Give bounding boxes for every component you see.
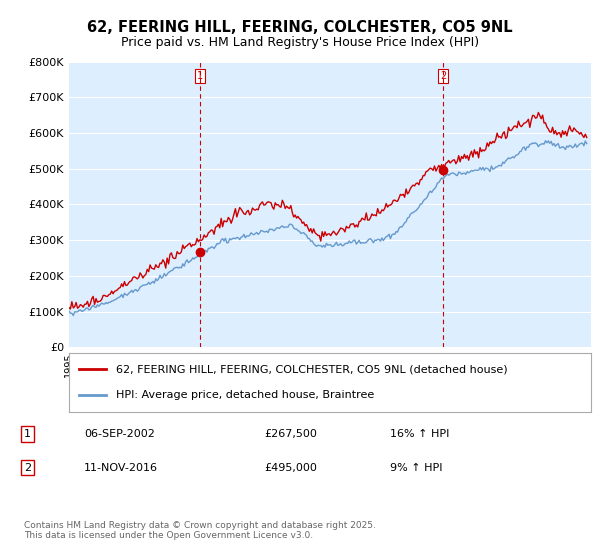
Text: 06-SEP-2002: 06-SEP-2002: [84, 429, 155, 439]
Text: 2: 2: [24, 463, 31, 473]
Text: Price paid vs. HM Land Registry's House Price Index (HPI): Price paid vs. HM Land Registry's House …: [121, 36, 479, 49]
Text: 1: 1: [24, 429, 31, 439]
Text: 16% ↑ HPI: 16% ↑ HPI: [390, 429, 449, 439]
Text: 11-NOV-2016: 11-NOV-2016: [84, 463, 158, 473]
Text: 9% ↑ HPI: 9% ↑ HPI: [390, 463, 443, 473]
Text: HPI: Average price, detached house, Braintree: HPI: Average price, detached house, Brai…: [116, 390, 374, 400]
Text: £267,500: £267,500: [264, 429, 317, 439]
Text: £495,000: £495,000: [264, 463, 317, 473]
Text: Contains HM Land Registry data © Crown copyright and database right 2025.
This d: Contains HM Land Registry data © Crown c…: [24, 521, 376, 540]
Text: 2: 2: [440, 71, 446, 81]
Text: 62, FEERING HILL, FEERING, COLCHESTER, CO5 9NL (detached house): 62, FEERING HILL, FEERING, COLCHESTER, C…: [116, 364, 508, 374]
Text: 1: 1: [197, 71, 203, 81]
Text: 62, FEERING HILL, FEERING, COLCHESTER, CO5 9NL: 62, FEERING HILL, FEERING, COLCHESTER, C…: [87, 20, 513, 35]
